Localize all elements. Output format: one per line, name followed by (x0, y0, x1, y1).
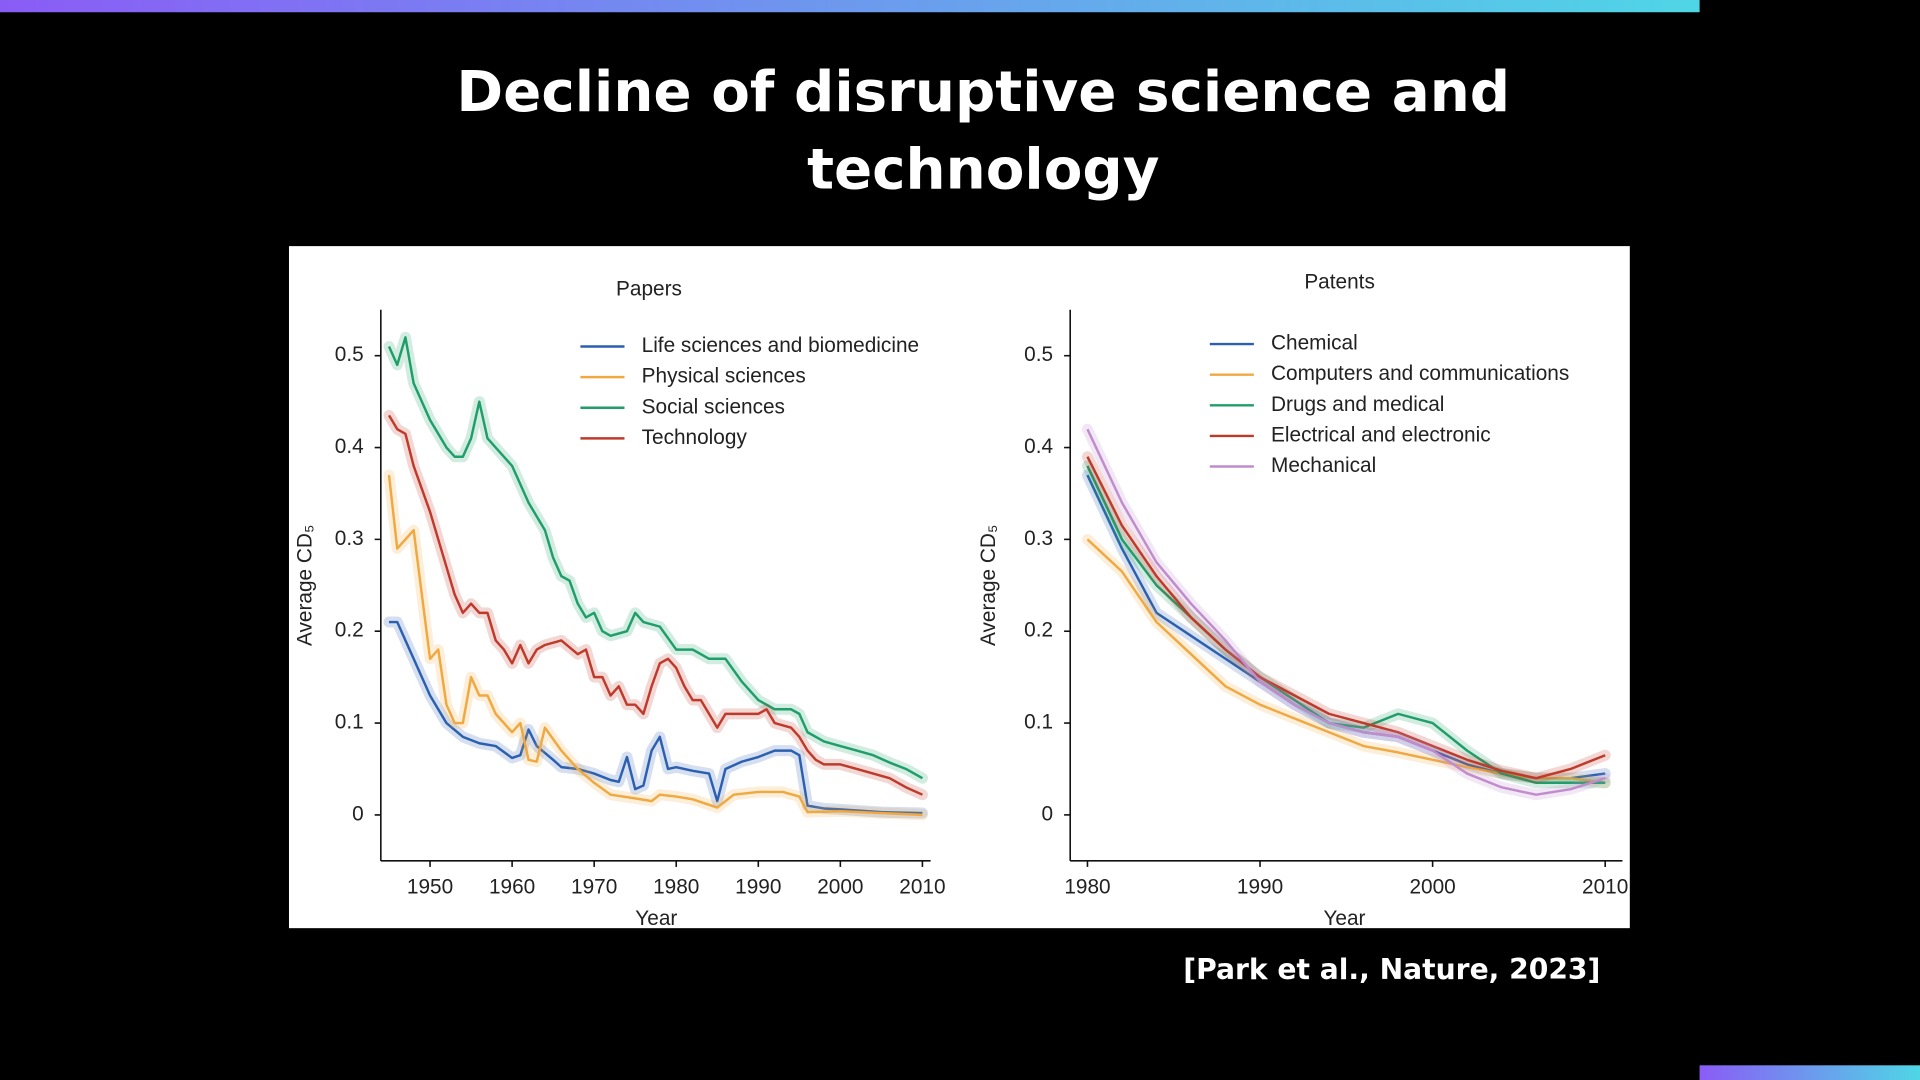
series-line (1086, 538, 1606, 784)
legend-label: Electrical and electronic (1271, 423, 1491, 446)
legend-label: Technology (642, 426, 748, 449)
x-axis-label: Year (1323, 907, 1365, 930)
legend-label: Physical sciences (642, 365, 806, 388)
slide-title: technology (807, 137, 1159, 202)
y-axis-label: Average CD₅ (294, 525, 317, 646)
y-tick-label: 0.1 (335, 711, 364, 734)
x-tick-label: 2000 (817, 875, 863, 898)
x-tick-label: 2010 (899, 875, 945, 898)
chart-title: Papers (616, 278, 682, 301)
x-axis-label: Year (635, 907, 677, 930)
x-tick-label: 1950 (407, 875, 453, 898)
y-tick-label: 0.2 (1024, 619, 1053, 642)
y-tick-label: 0.4 (1024, 435, 1053, 458)
x-tick-label: 1980 (653, 875, 699, 898)
series-line (389, 620, 923, 815)
y-tick-label: 0.5 (335, 343, 364, 366)
series-line (387, 336, 924, 780)
y-tick-label: 0 (1041, 802, 1053, 825)
x-tick-label: 1970 (571, 875, 617, 898)
figure: 0 0.1 0.2 0.3 0.4 0.5 1950 1960 1970 1980 1990 2000… (294, 270, 1629, 930)
chart-title: Patents (1304, 270, 1375, 293)
figure-panel (288, 246, 1630, 929)
y-tick-label: 0.5 (1024, 343, 1053, 366)
y-axis-label: Average CD₅ (977, 525, 1000, 646)
y-tick-label: 0.2 (335, 619, 364, 642)
bottom-accent (1699, 1065, 1920, 1080)
y-tick-label: 0.3 (1024, 527, 1053, 550)
y-tick-label: 0.3 (335, 527, 364, 550)
x-tick-label: 1990 (1237, 875, 1283, 898)
y-tick-label: 0.4 (335, 435, 364, 458)
series-line (1086, 465, 1606, 784)
legend-label: Life sciences and biomedicine (642, 334, 919, 357)
x-tick-label: 2000 (1409, 875, 1455, 898)
top-accent (0, 0, 1700, 13)
series-line (387, 414, 923, 796)
legend-label: Mechanical (1271, 454, 1376, 477)
x-tick-label: 2010 (1582, 875, 1628, 898)
series-line (1086, 428, 1606, 796)
y-tick-label: 0 (352, 802, 364, 825)
x-tick-label: 1980 (1064, 875, 1110, 898)
legend-label: Social sciences (642, 395, 785, 418)
y-tick-label: 0.1 (1024, 711, 1053, 734)
citation: [Park et al., Nature, 2023] (1183, 953, 1600, 986)
series-line (1086, 456, 1606, 780)
series-line (387, 474, 923, 817)
legend-label: Chemical (1271, 332, 1358, 355)
slide-title: Decline of disruptive science and (456, 60, 1510, 125)
x-tick-label: 1960 (489, 875, 535, 898)
legend-label: Drugs and medical (1271, 393, 1444, 416)
x-tick-label: 1990 (735, 875, 781, 898)
legend-label: Computers and communications (1271, 362, 1569, 385)
